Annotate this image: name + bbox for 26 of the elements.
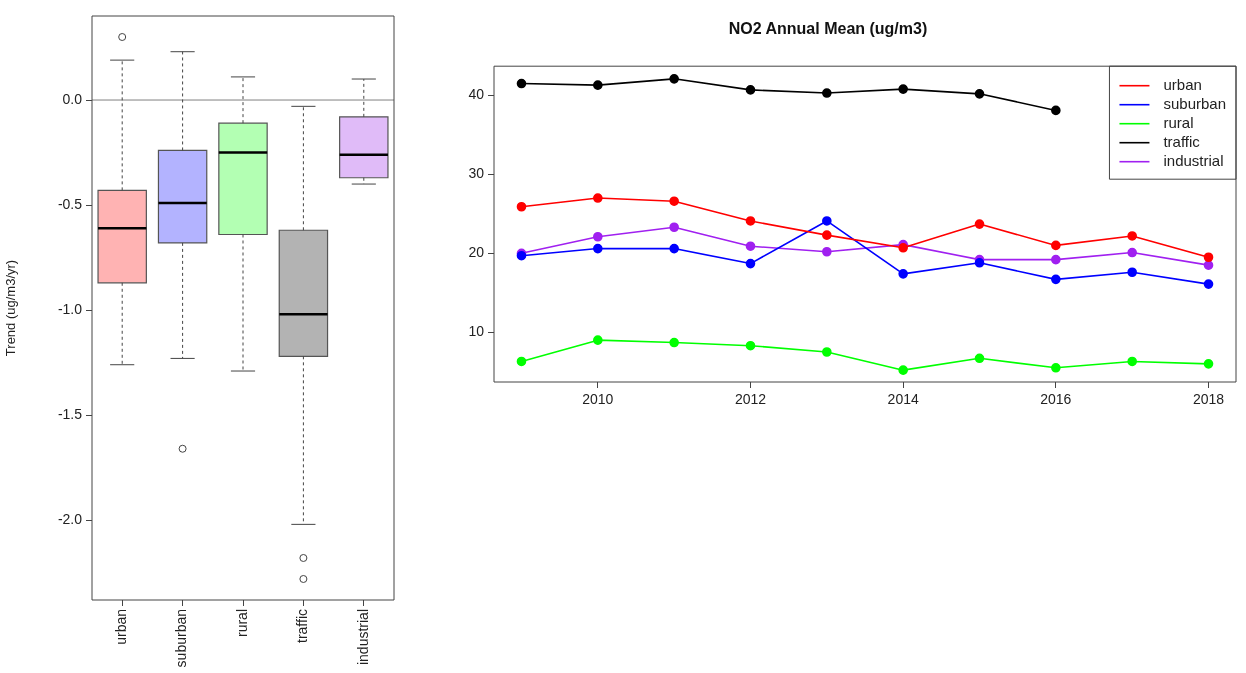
legend-label: suburban — [1163, 94, 1227, 112]
legend-label: traffic — [1163, 132, 1201, 150]
y-axis-title: Trend (ug/m3/yr) — [3, 259, 19, 357]
x-tick-label: 2018 — [1192, 391, 1225, 408]
y-tick-label: -1.5 — [57, 406, 83, 422]
y-tick-label: 30 — [468, 165, 485, 182]
x-tick-label: 2016 — [1040, 391, 1072, 408]
x-tick-label: suburban — [173, 609, 190, 668]
y-tick-label: -2.0 — [57, 511, 83, 528]
x-tick-label: rural — [233, 609, 250, 638]
y-tick-label: -0.5 — [57, 195, 83, 212]
x-tick-label: 2010 — [582, 391, 614, 408]
x-tick-label: traffic — [294, 609, 311, 643]
x-tick-label: urban — [113, 609, 130, 645]
legend-label: urban — [1163, 75, 1202, 93]
x-tick-label: 2014 — [887, 391, 919, 408]
legend-label: industrial — [1163, 151, 1224, 169]
y-tick-label: 20 — [468, 244, 485, 261]
y-tick-label: 10 — [468, 323, 485, 340]
y-tick-label: -1.0 — [57, 300, 83, 317]
x-tick-label: 2012 — [734, 391, 767, 408]
legend-label: rural — [1163, 113, 1194, 131]
y-tick-label: 0.0 — [62, 90, 83, 107]
x-tick-label: industrial — [354, 609, 371, 666]
chart-title: NO2 Annual Mean (ug/m3) — [728, 20, 928, 38]
y-tick-label: 40 — [468, 86, 485, 103]
